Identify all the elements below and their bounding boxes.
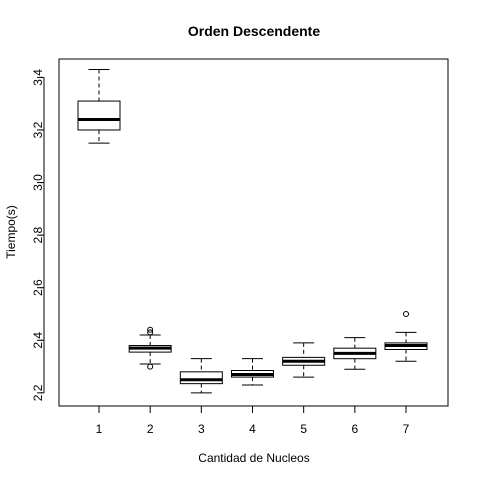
x-tick-label: 2 — [147, 422, 154, 436]
y-tick-label: 2.8 — [31, 226, 45, 243]
box-outlier — [147, 326, 154, 333]
y-axis-label: Tiempo(s) — [4, 205, 18, 259]
box-iqr — [179, 371, 223, 385]
plot-frame — [58, 58, 449, 407]
y-tick-label: 2.4 — [31, 332, 45, 349]
y-tick-label: 2.6 — [31, 279, 45, 296]
box-iqr — [77, 100, 121, 131]
box-outlier — [147, 329, 154, 336]
x-tick-label: 1 — [96, 422, 103, 436]
box-outlier — [147, 363, 154, 370]
x-tick-label: 3 — [198, 422, 205, 436]
x-tick-label: 7 — [403, 422, 410, 436]
x-tick-label: 6 — [351, 422, 358, 436]
x-axis-label: Cantidad de Nucleos — [198, 451, 309, 465]
y-tick-label: 3.0 — [31, 174, 45, 191]
chart-title: Orden Descendente — [188, 23, 320, 39]
x-tick-label: 5 — [300, 422, 307, 436]
y-tick-label: 3.4 — [31, 69, 45, 86]
x-tick-label: 4 — [249, 422, 256, 436]
y-tick-label: 3.2 — [31, 121, 45, 138]
box-outlier — [403, 310, 409, 317]
y-tick-label: 2.2 — [31, 384, 45, 401]
plot-marks: 2.2 2.4 2.6 2.8 3.0 3.2 3.4 1 2 3 4 5 6 7 — [31, 69, 428, 436]
